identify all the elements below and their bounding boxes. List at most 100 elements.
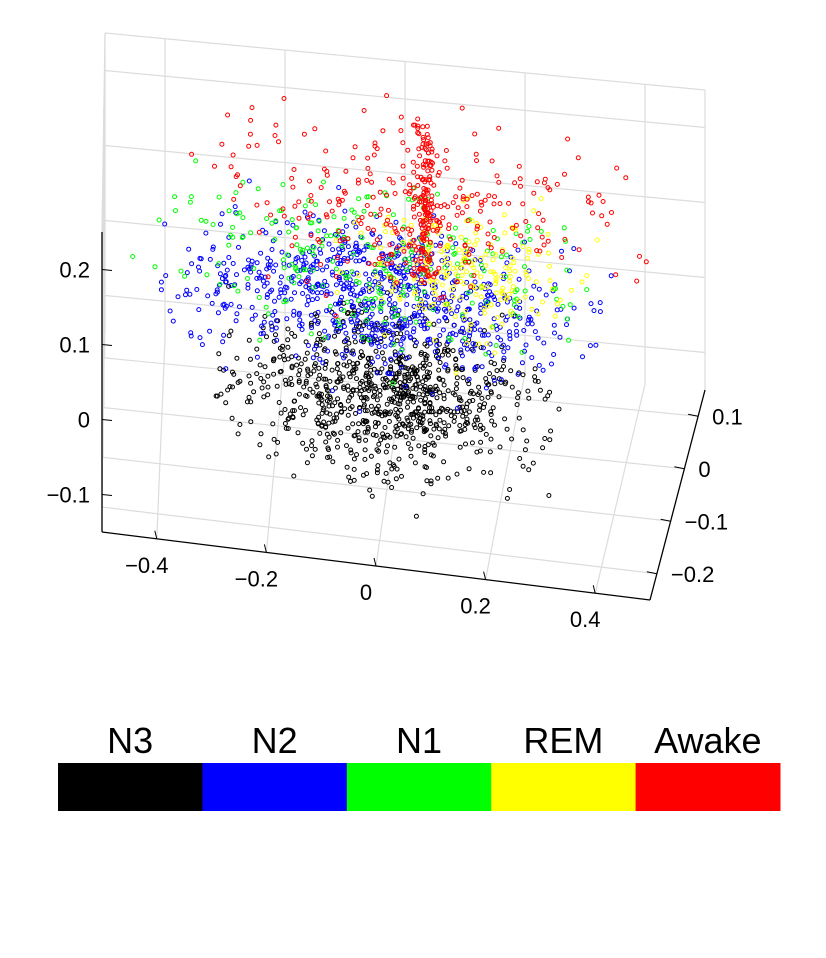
data-point xyxy=(425,273,431,279)
data-point xyxy=(346,340,352,346)
data-point xyxy=(569,287,575,293)
data-point xyxy=(188,330,194,336)
data-point xyxy=(455,304,461,310)
data-point xyxy=(441,420,447,426)
data-point xyxy=(273,332,278,338)
data-point xyxy=(402,378,408,384)
data-point xyxy=(263,304,269,310)
data-point xyxy=(297,317,303,323)
data-point xyxy=(304,446,309,452)
data-point xyxy=(404,355,410,361)
data-point xyxy=(314,296,320,302)
data-point xyxy=(266,265,272,271)
data-point xyxy=(377,388,383,394)
data-point xyxy=(535,225,541,231)
data-point xyxy=(331,431,337,437)
data-point xyxy=(442,346,448,352)
data-point xyxy=(543,292,549,298)
z-tick-label: 0.2 xyxy=(59,258,90,283)
data-point xyxy=(455,265,461,271)
data-point xyxy=(464,346,470,352)
data-point xyxy=(297,367,303,373)
data-point xyxy=(546,493,552,498)
data-point xyxy=(251,389,257,395)
data-point xyxy=(462,259,468,265)
data-point xyxy=(215,310,221,316)
data-point xyxy=(529,355,535,361)
data-point xyxy=(327,303,333,309)
data-point xyxy=(308,371,314,377)
data-point xyxy=(305,366,311,372)
data-point xyxy=(411,266,417,271)
data-point xyxy=(344,258,350,264)
data-point xyxy=(435,191,440,197)
grid-line xyxy=(594,384,646,594)
data-point xyxy=(458,428,464,434)
data-point xyxy=(479,364,485,370)
data-point xyxy=(330,318,336,324)
data-point xyxy=(460,413,466,419)
data-point xyxy=(322,365,328,371)
data-point xyxy=(371,366,377,372)
data-point xyxy=(477,402,483,408)
data-point xyxy=(490,251,496,257)
data-point xyxy=(401,323,407,329)
data-point xyxy=(492,297,498,303)
data-point xyxy=(454,375,460,381)
data-point xyxy=(373,433,379,438)
data-point xyxy=(380,260,386,266)
data-point xyxy=(209,300,215,306)
data-point xyxy=(555,301,560,307)
data-point xyxy=(384,401,390,407)
data-point xyxy=(411,243,417,249)
data-point xyxy=(422,450,428,456)
data-point xyxy=(443,148,449,153)
data-point xyxy=(506,200,512,206)
data-point xyxy=(273,325,279,331)
data-point xyxy=(344,348,350,354)
data-point xyxy=(362,429,368,435)
data-point xyxy=(207,256,213,262)
data-point xyxy=(478,439,484,445)
data-point xyxy=(264,216,270,222)
data-point xyxy=(445,352,451,358)
data-point xyxy=(408,429,414,435)
data-point xyxy=(163,273,169,279)
data-point xyxy=(504,495,510,501)
data-point xyxy=(535,311,541,317)
data-point xyxy=(498,337,504,343)
data-point xyxy=(291,312,297,318)
data-point xyxy=(372,140,378,146)
data-point xyxy=(387,434,393,440)
data-point xyxy=(422,197,428,203)
colorbar-segment-n1 xyxy=(346,763,492,811)
data-point xyxy=(535,335,541,341)
data-point xyxy=(285,356,291,362)
data-point xyxy=(493,323,499,329)
data-point xyxy=(519,349,525,355)
z-tick-label: 0.1 xyxy=(59,333,90,358)
data-point xyxy=(265,262,271,268)
data-point xyxy=(317,246,323,252)
data-point xyxy=(354,293,360,299)
data-point xyxy=(479,202,485,208)
data-point xyxy=(459,177,465,183)
data-point xyxy=(203,230,209,236)
data-point xyxy=(375,285,381,291)
data-point xyxy=(273,218,279,224)
data-point xyxy=(448,299,454,304)
data-point xyxy=(272,298,277,304)
data-point xyxy=(413,319,419,325)
data-point xyxy=(404,323,410,329)
data-point xyxy=(400,140,406,146)
data-point xyxy=(234,272,239,278)
data-point xyxy=(421,206,427,212)
data-point xyxy=(330,388,335,394)
data-point xyxy=(239,235,245,241)
data-point xyxy=(476,341,481,347)
data-point xyxy=(307,178,312,184)
data-point xyxy=(490,405,496,411)
data-point xyxy=(421,322,427,328)
data-point xyxy=(273,262,279,268)
data-point xyxy=(364,363,370,369)
